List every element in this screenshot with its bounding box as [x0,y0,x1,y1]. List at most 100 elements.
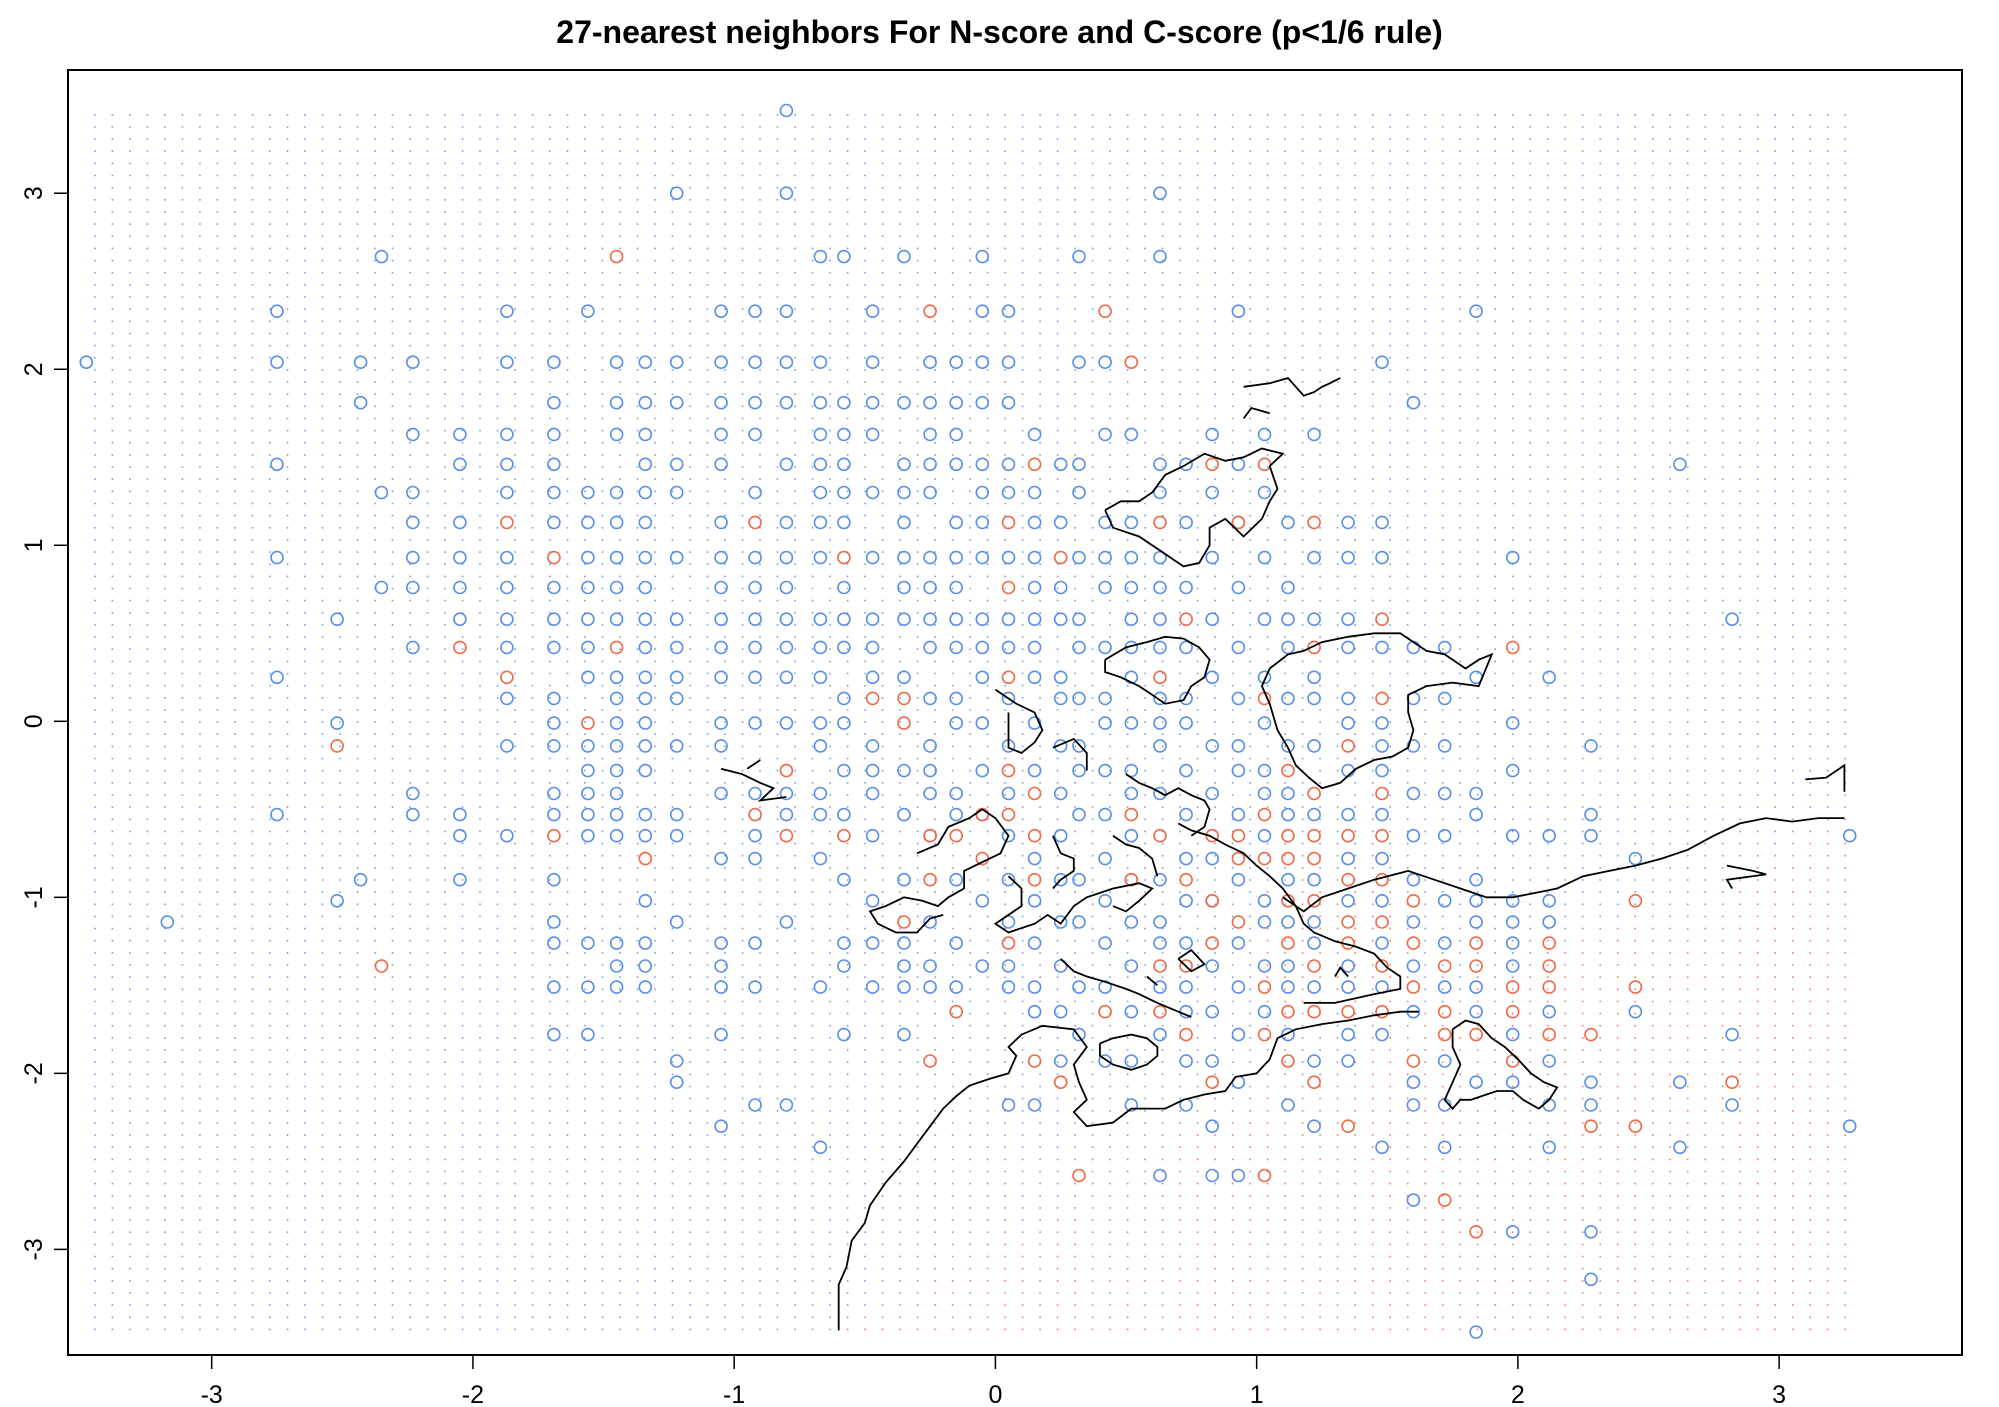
data-point-blue [1257,612,1272,627]
data-point-blue [1124,1004,1139,1019]
axes: -3 -2 -1 0 1 2 3 -3 -2 -1 0 1 2 3 [20,186,1786,1407]
data-point-blue [1437,828,1452,843]
data-point-blue [1153,249,1167,264]
data-point-blue [748,550,762,565]
data-point-blue [897,670,911,685]
data-point-blue [669,828,684,843]
data-point-red [1072,1168,1086,1183]
data-point-blue [330,893,344,908]
data-point-blue [1205,851,1219,866]
data-point-blue [837,457,851,472]
data-point-red [837,550,851,565]
data-point-blue [865,763,880,778]
x-tick-label: 0 [988,1381,1002,1407]
data-point-blue [1205,786,1219,801]
data-point-blue [638,515,653,530]
data-point-blue [1725,612,1739,627]
boundary-line [1104,447,1285,568]
data-point-blue [669,457,684,472]
data-point-blue [1053,1054,1068,1068]
data-point-red [1406,893,1421,908]
data-point-red [1406,1054,1421,1068]
data-point-blue [1072,457,1086,472]
data-point-blue [779,395,794,410]
plot-frame [67,69,1963,1356]
data-point-blue [1307,1119,1321,1133]
boundary-line [1052,835,1075,890]
boundary-line [1112,834,1159,877]
data-point-red [748,515,762,530]
data-point-blue [1307,739,1321,753]
data-point-blue [714,427,728,442]
chart-title: 27-nearest neighbors For N-score and C-s… [556,14,1443,50]
data-point-blue [638,959,653,973]
data-point-blue [1053,739,1068,753]
data-point-blue [837,716,851,730]
data-point-blue [1098,691,1112,706]
data-point-blue [1505,716,1520,730]
data-point-blue [1231,872,1246,887]
y-tick-label: -1 [20,886,48,908]
x-tick-label: -3 [201,1381,223,1407]
data-point-blue [374,580,389,595]
data-point-red [837,828,851,843]
data-point-blue [581,580,595,595]
data-point-red [1341,1119,1355,1133]
data-point-blue [160,915,175,929]
data-point-blue [923,959,937,973]
data-point-blue [897,980,911,994]
data-point-blue [1098,936,1112,950]
data-point-blue [779,640,794,655]
y-tick-label: 1 [20,538,48,552]
data-point-blue [748,485,762,500]
data-point-blue [949,716,964,730]
data-point-blue [1053,872,1068,887]
data-point-blue [1205,1004,1219,1019]
data-point-blue [779,786,794,801]
data-point-blue [500,457,514,472]
data-point-blue [1027,670,1042,685]
data-point-blue [748,828,762,843]
data-point-blue [1001,485,1016,500]
data-point-red [1505,640,1520,655]
data-point-blue [547,786,561,801]
data-point-red [1027,457,1042,472]
data-point-blue [1098,580,1112,595]
data-point-blue [1001,872,1016,887]
data-point-red [609,249,624,264]
data-point-blue [638,739,653,753]
data-point-blue [1406,739,1421,753]
data-point-red [330,739,344,753]
boundary-line [1242,406,1270,420]
data-point-blue [975,457,990,472]
data-point-blue [865,612,880,627]
data-point-blue [1307,1054,1321,1068]
data-point-blue [779,716,794,730]
data-point-blue [1725,1098,1739,1112]
data-point-blue [1179,763,1193,778]
data-point-red [1406,980,1421,994]
data-point-blue [1257,670,1272,685]
data-point-red [779,828,794,843]
data-point-blue [1098,427,1112,442]
data-point-red [1098,304,1112,319]
data-point-blue [1205,959,1219,973]
data-point-blue [1406,1075,1421,1089]
data-point-blue [1001,959,1016,973]
data-point-blue [1072,550,1086,565]
data-point-blue [669,691,684,706]
data-point-red [1231,515,1246,530]
boundary-line [1725,864,1767,889]
data-point-blue [638,580,653,595]
data-point-red [1542,936,1556,950]
data-point-blue [1406,640,1421,655]
data-point-blue [453,580,467,595]
data-point-red [1205,936,1219,950]
data-point-blue [748,355,762,370]
data-point-blue [1584,1225,1598,1239]
data-point-red [1027,1054,1042,1068]
data-point-blue [1281,915,1295,929]
data-point-blue [714,980,728,994]
data-point-blue [500,427,514,442]
boundary-line [1177,822,1402,1004]
